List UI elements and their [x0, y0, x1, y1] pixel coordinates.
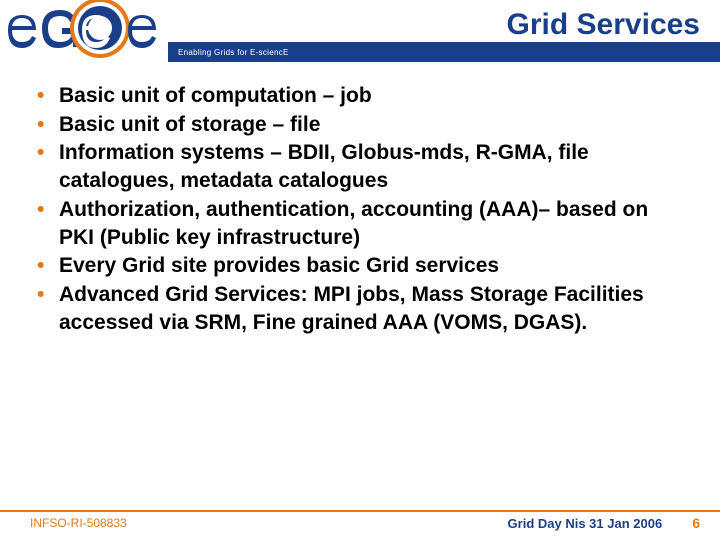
slide-body: • Basic unit of computation – job • Basi… [0, 70, 720, 336]
bullet-item: • Information systems – BDII, Globus-mds… [35, 139, 685, 194]
bullet-marker-icon: • [37, 82, 44, 110]
bullet-marker-icon: • [37, 196, 44, 224]
logo-area [0, 0, 180, 70]
bullet-marker-icon: • [37, 111, 44, 139]
tagline: Enabling Grids for E-sciencE [178, 48, 289, 57]
footer-reference: INFSO-RI-508833 [30, 516, 508, 530]
bullet-marker-icon: • [37, 139, 44, 167]
bullet-list: • Basic unit of computation – job • Basi… [35, 82, 685, 336]
bullet-text: Authorization, authentication, accountin… [59, 198, 648, 249]
egee-logo [0, 0, 165, 60]
bullet-text: Information systems – BDII, Globus-mds, … [59, 141, 589, 192]
slide-title: Grid Services [507, 8, 700, 42]
slide-footer: INFSO-RI-508833 Grid Day Nis 31 Jan 2006… [0, 512, 720, 540]
bullet-item: • Every Grid site provides basic Grid se… [35, 252, 685, 280]
slide-number: 6 [692, 515, 700, 531]
bullet-text: Advanced Grid Services: MPI jobs, Mass S… [59, 283, 644, 334]
bullet-text: Every Grid site provides basic Grid serv… [59, 254, 499, 277]
bullet-marker-icon: • [37, 281, 44, 309]
bullet-text: Basic unit of storage – file [59, 113, 320, 136]
bullet-item: • Basic unit of storage – file [35, 111, 685, 139]
bullet-item: • Basic unit of computation – job [35, 82, 685, 110]
bullet-item: • Advanced Grid Services: MPI jobs, Mass… [35, 281, 685, 336]
footer-event: Grid Day Nis 31 Jan 2006 [508, 516, 663, 531]
bullet-text: Basic unit of computation – job [59, 84, 372, 107]
header-bar: Enabling Grids for E-sciencE [168, 42, 720, 62]
bullet-item: • Authorization, authentication, account… [35, 196, 685, 251]
slide-header: Grid Services Enabling Grids for E-scien… [0, 0, 720, 70]
bullet-marker-icon: • [37, 252, 44, 280]
